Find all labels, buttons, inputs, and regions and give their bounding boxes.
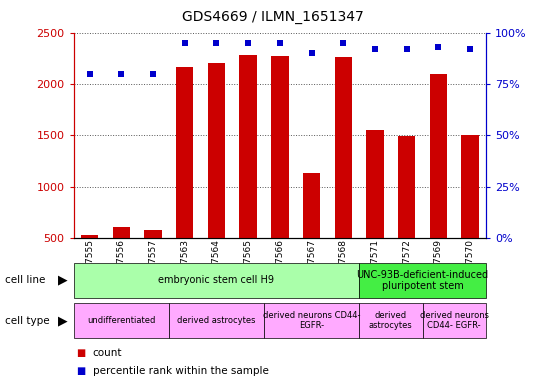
Bar — [303, 173, 321, 290]
Point — [339, 40, 348, 46]
Bar — [239, 55, 257, 290]
Bar — [398, 136, 416, 290]
Bar — [461, 136, 479, 290]
Bar — [335, 57, 352, 290]
Point — [85, 71, 94, 77]
Text: cell type: cell type — [5, 316, 50, 326]
Point — [244, 40, 252, 46]
Text: derived
astrocytes: derived astrocytes — [369, 311, 413, 330]
Text: ▶: ▶ — [58, 314, 68, 327]
Point — [307, 50, 316, 56]
Point — [402, 46, 411, 52]
Bar — [207, 63, 225, 290]
Bar — [366, 130, 384, 290]
Bar — [430, 74, 447, 290]
Point — [371, 46, 379, 52]
Bar — [112, 227, 130, 290]
Text: UNC-93B-deficient-induced
pluripotent stem: UNC-93B-deficient-induced pluripotent st… — [357, 270, 489, 291]
Point — [434, 44, 443, 50]
Text: derived astrocytes: derived astrocytes — [177, 316, 256, 325]
Text: embryonic stem cell H9: embryonic stem cell H9 — [158, 275, 275, 285]
Text: count: count — [93, 348, 122, 358]
Bar — [176, 66, 193, 290]
Text: ■: ■ — [76, 348, 86, 358]
Text: derived neurons
CD44- EGFR-: derived neurons CD44- EGFR- — [420, 311, 489, 330]
Point — [180, 40, 189, 46]
Bar — [144, 230, 162, 290]
Text: cell line: cell line — [5, 275, 46, 285]
Bar — [81, 235, 98, 290]
Text: undifferentiated: undifferentiated — [87, 316, 156, 325]
Point — [212, 40, 221, 46]
Bar — [271, 56, 288, 290]
Point — [276, 40, 284, 46]
Text: ■: ■ — [76, 366, 86, 376]
Text: percentile rank within the sample: percentile rank within the sample — [93, 366, 269, 376]
Text: derived neurons CD44-
EGFR-: derived neurons CD44- EGFR- — [263, 311, 360, 330]
Point — [149, 71, 157, 77]
Point — [117, 71, 126, 77]
Text: GDS4669 / ILMN_1651347: GDS4669 / ILMN_1651347 — [182, 10, 364, 23]
Point — [466, 46, 474, 52]
Text: ▶: ▶ — [58, 274, 68, 287]
